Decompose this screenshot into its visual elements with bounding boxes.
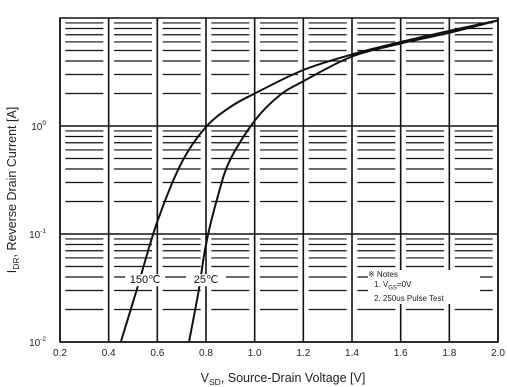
y-axis-label: IDR, Reverse Drain Current [A] bbox=[5, 107, 21, 274]
notes-title: ※ Notes bbox=[368, 270, 398, 279]
plot-frame bbox=[59, 17, 499, 343]
curve-150c bbox=[119, 19, 499, 343]
x-tick-label: 0.2 bbox=[53, 348, 67, 359]
x-axis-label: VSD, Source-Drain Voltage [V] bbox=[201, 371, 366, 387]
x-tick-label: 1.4 bbox=[345, 348, 359, 359]
notes-box: ※ Notes 1. VGS=0V 2. 250us Pulse Test bbox=[368, 270, 480, 304]
y-tick-label: 10-2 bbox=[29, 336, 46, 349]
plot-curves: 150℃ 25℃ bbox=[119, 19, 499, 343]
curve-label-backing bbox=[186, 274, 226, 287]
x-tick-label: 1.2 bbox=[296, 348, 310, 359]
y-tick-label: 10-1 bbox=[29, 228, 46, 241]
x-tick-label: 1.6 bbox=[394, 348, 408, 359]
curve-label-150c: 150℃ bbox=[130, 274, 161, 286]
y-tick-label: 100 bbox=[31, 120, 46, 133]
curve-label-backing bbox=[125, 274, 166, 287]
curve-25c bbox=[188, 19, 499, 343]
curve-label-25c: 25℃ bbox=[194, 274, 219, 286]
x-tick-label: 1.8 bbox=[442, 348, 456, 359]
x-tick-label: 1.0 bbox=[248, 348, 262, 359]
notes-line-1: 1. VGS=0V bbox=[374, 280, 412, 292]
notes-line-2: 2. 250us Pulse Test bbox=[374, 293, 444, 303]
x-tick-label: 0.6 bbox=[150, 348, 164, 359]
x-tick-label: 0.4 bbox=[102, 348, 116, 359]
axis-tick-labels: 0.2 0.4 0.6 0.8 1.0 1.2 1.4 1.6 1.8 2.0 10-2 10-1 10… bbox=[29, 120, 505, 359]
x-tick-label: 0.8 bbox=[199, 348, 213, 359]
x-tick-label: 2.0 bbox=[491, 348, 505, 359]
